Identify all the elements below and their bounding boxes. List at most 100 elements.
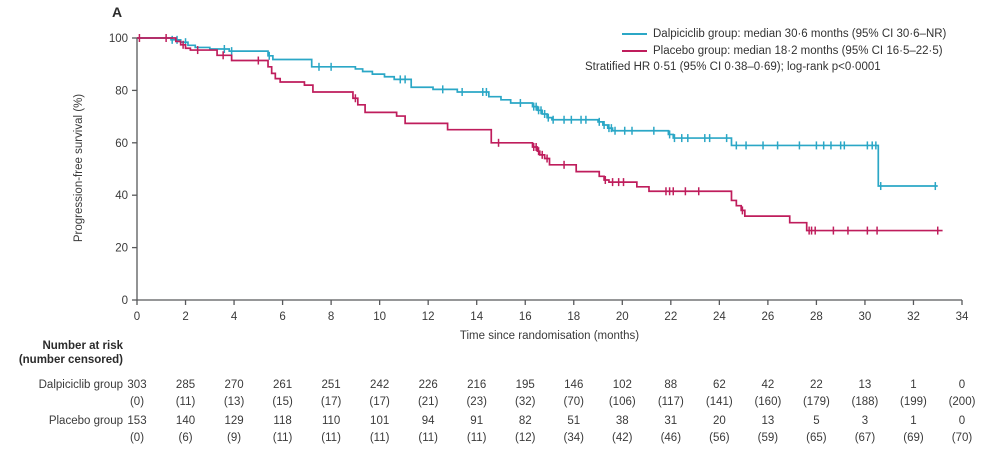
x-tick-label: 4	[231, 311, 238, 323]
x-tick-label: 26	[761, 311, 774, 323]
censored-count: (23)	[466, 396, 487, 408]
x-tick-label: 32	[907, 311, 920, 323]
x-tick-label: 14	[470, 311, 483, 323]
censored-count: (0)	[129, 396, 145, 408]
x-tick-label: 12	[422, 311, 435, 323]
censored-count: (200)	[948, 396, 976, 408]
at-risk-count: 102	[612, 379, 632, 391]
y-tick-label: 60	[115, 138, 128, 150]
legend-label-placebo: Placebo group: median 18·2 months (95% C…	[653, 44, 943, 57]
censored-count: (42)	[612, 432, 633, 444]
x-tick-label: 18	[567, 311, 580, 323]
at-risk-count: 285	[175, 379, 196, 391]
x-tick-label: 8	[328, 311, 334, 323]
censored-count: (59)	[757, 432, 779, 444]
censored-count: (9)	[227, 432, 242, 444]
at-risk-count: 118	[273, 415, 292, 427]
at-risk-count: 62	[712, 379, 726, 391]
x-tick-label: 2	[182, 311, 188, 323]
x-axis-title: Time since randomisation (months)	[459, 330, 640, 342]
at-risk-count: 146	[564, 379, 584, 391]
stratified-hr-note: Stratified HR 0·51 (95% CI 0·38–0·69); l…	[585, 61, 881, 73]
y-tick-label: 0	[122, 295, 128, 307]
censored-count: (11)	[466, 432, 487, 444]
censored-count: (11)	[175, 396, 196, 408]
at-risk-count: 242	[370, 379, 390, 391]
at-risk-count: 101	[370, 415, 390, 427]
at-risk-count: 42	[761, 379, 775, 391]
censored-count: (199)	[900, 396, 927, 408]
censored-count: (17)	[320, 396, 342, 408]
censored-count: (6)	[178, 432, 193, 444]
at-risk-count: 0	[958, 415, 966, 427]
at-risk-count: 110	[321, 415, 341, 427]
censored-count: (179)	[802, 396, 830, 408]
censored-count: (69)	[903, 432, 924, 444]
censored-count: (56)	[709, 432, 730, 444]
censored-count: (13)	[223, 396, 245, 408]
at-risk-count: 140	[175, 415, 196, 427]
at-risk-count: 13	[761, 415, 775, 427]
at-risk-count: 22	[810, 379, 823, 391]
censored-count: (141)	[705, 396, 733, 408]
x-tick-label: 24	[713, 311, 726, 323]
x-tick-label: 34	[956, 311, 969, 323]
at-risk-count: 3	[861, 415, 869, 427]
at-risk-count: 5	[813, 415, 820, 427]
censored-count: (65)	[806, 432, 827, 444]
censored-count: (160)	[754, 396, 782, 408]
at-risk-count: 1	[910, 379, 917, 391]
y-tick-label: 40	[115, 190, 128, 202]
at-risk-count: 94	[421, 415, 435, 427]
dalpiciclib-line-swatch-icon	[622, 32, 647, 35]
at-risk-count: 0	[958, 379, 966, 391]
censored-count: (11)	[321, 432, 341, 444]
at-risk-count: 20	[712, 415, 726, 427]
x-tick-label: 20	[616, 311, 629, 323]
at-risk-count: 303	[127, 379, 147, 391]
survival-curve-dalpiciclib-group	[137, 37, 938, 187]
censored-count: (106)	[608, 396, 636, 408]
censored-count: (32)	[515, 396, 536, 408]
x-tick-label: 0	[134, 311, 140, 323]
survival-curve-placebo-group	[137, 37, 943, 232]
risk-table-header: Number at risk (number censored)	[0, 339, 123, 367]
at-risk-count: 261	[272, 379, 293, 391]
at-risk-count: 270	[224, 379, 244, 391]
censored-count: (188)	[851, 396, 879, 408]
y-axis-title: Progression-free survival (%)	[73, 93, 85, 243]
censored-count: (17)	[369, 396, 390, 408]
legend-entry-dalpiciclib: Dalpiciclib group: median 30·6 months (9…	[622, 25, 982, 42]
at-risk-count: 1	[910, 415, 917, 427]
censored-count: (11)	[418, 432, 438, 444]
censored-count: (46)	[660, 432, 682, 444]
at-risk-count: 38	[615, 415, 629, 427]
censored-count: (70)	[563, 396, 584, 408]
censored-count: (0)	[129, 432, 145, 444]
censored-count: (11)	[369, 432, 390, 444]
y-tick-label: 20	[115, 243, 128, 255]
x-tick-label: 28	[810, 311, 823, 323]
x-tick-label: 30	[859, 311, 872, 323]
panel-label: A	[112, 4, 123, 20]
y-tick-label: 80	[115, 85, 128, 97]
x-tick-label: 22	[664, 311, 677, 323]
x-tick-label: 6	[279, 311, 285, 323]
legend-entry-placebo: Placebo group: median 18·2 months (95% C…	[622, 42, 982, 59]
risk-table-header-line1: Number at risk	[42, 340, 123, 352]
at-risk-count: 251	[321, 379, 341, 391]
risk-row-label-dalpiciclib: Dalpiciclib group	[38, 379, 123, 391]
risk-table-header-line2: (number censored)	[18, 354, 123, 366]
legend-label-dalpiciclib: Dalpiciclib group: median 30·6 months (9…	[653, 27, 947, 40]
at-risk-count: 13	[858, 379, 872, 391]
at-risk-count: 226	[418, 379, 438, 391]
at-risk-count: 216	[467, 379, 487, 391]
legend: Dalpiciclib group: median 30·6 months (9…	[585, 25, 982, 76]
x-tick-label: 16	[519, 311, 532, 323]
at-risk-count: 51	[567, 415, 581, 427]
at-risk-count: 91	[470, 415, 484, 427]
censored-count: (70)	[951, 432, 973, 444]
censored-count: (117)	[657, 396, 684, 408]
